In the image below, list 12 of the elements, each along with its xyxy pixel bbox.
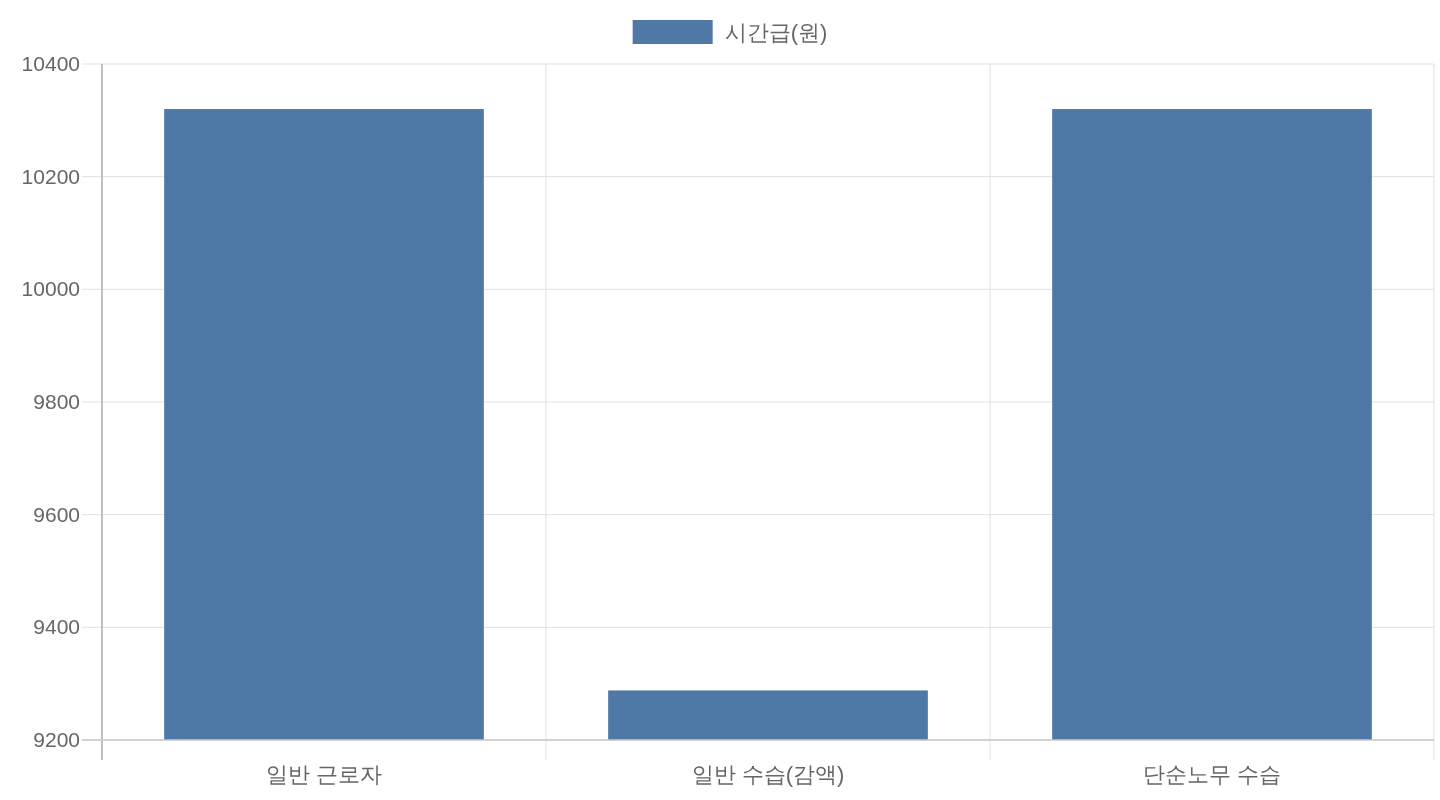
legend: 시간급(원) <box>632 20 828 45</box>
x-tick-label: 일반 수습(감액) <box>691 762 845 787</box>
y-tick-label: 10400 <box>21 52 80 75</box>
x-tick-label: 일반 근로자 <box>265 762 383 787</box>
y-tick-label: 9400 <box>33 615 80 639</box>
y-tick-label: 9200 <box>33 728 80 751</box>
y-tick-label: 10200 <box>21 164 80 188</box>
y-tick-label: 9600 <box>33 502 80 526</box>
legend-label: 시간급(원) <box>724 20 828 45</box>
x-tick-label: 단순노무 수습 <box>1142 762 1282 787</box>
y-tick-label: 10000 <box>21 277 80 301</box>
y-tick-label: 9800 <box>33 390 80 413</box>
